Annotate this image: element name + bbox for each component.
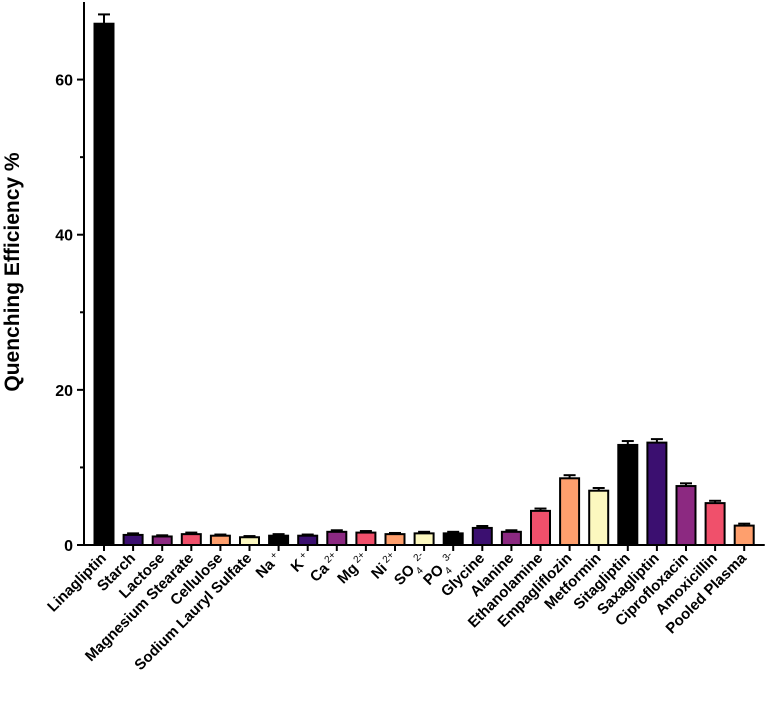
bar (151, 535, 173, 547)
bar (704, 502, 726, 546)
x-tick-label-superscript: + (297, 549, 309, 561)
bar (442, 532, 464, 546)
bar (530, 509, 551, 546)
bars-group (93, 22, 755, 547)
y-tick-label: 20 (55, 383, 73, 400)
x-tick-label: Mg2+ (334, 549, 372, 587)
bar (588, 489, 610, 547)
error-bars-group (98, 13, 751, 538)
bar (646, 441, 668, 546)
y-axis-label: Quenching Efficiency % (1, 152, 24, 392)
bar (209, 534, 231, 546)
bar (471, 526, 493, 546)
bar (297, 534, 319, 546)
bar (559, 477, 581, 546)
x-tick-label-superscript: 3- (440, 549, 454, 563)
x-tick-label-superscript: 2+ (322, 549, 338, 565)
x-tick-label-superscript: 2+ (380, 549, 396, 565)
bar (180, 533, 202, 547)
bar (326, 530, 348, 547)
bar (413, 532, 435, 546)
x-tick-label-superscript: 2- (411, 549, 425, 563)
x-tick-label: Na+ (252, 549, 284, 581)
bar (384, 533, 406, 547)
bar (617, 443, 639, 547)
x-tick-label-base: SO (391, 561, 419, 589)
x-tick-label-superscript: + (268, 549, 280, 561)
bar (733, 524, 755, 546)
bar (675, 485, 697, 546)
bar (93, 22, 115, 547)
y-tick-label: 40 (55, 228, 73, 245)
y-tick-label: 0 (64, 538, 73, 555)
y-tick-label: 60 (55, 73, 73, 90)
x-tick-label-superscript: 2+ (351, 549, 367, 565)
bar (239, 536, 260, 547)
y-ticks-group: 0 20 40 60 (55, 73, 84, 555)
bar (500, 530, 522, 547)
bar (268, 534, 290, 546)
x-tick-label: Ca2+ (306, 549, 342, 585)
bar (122, 533, 144, 546)
bar (355, 531, 377, 546)
